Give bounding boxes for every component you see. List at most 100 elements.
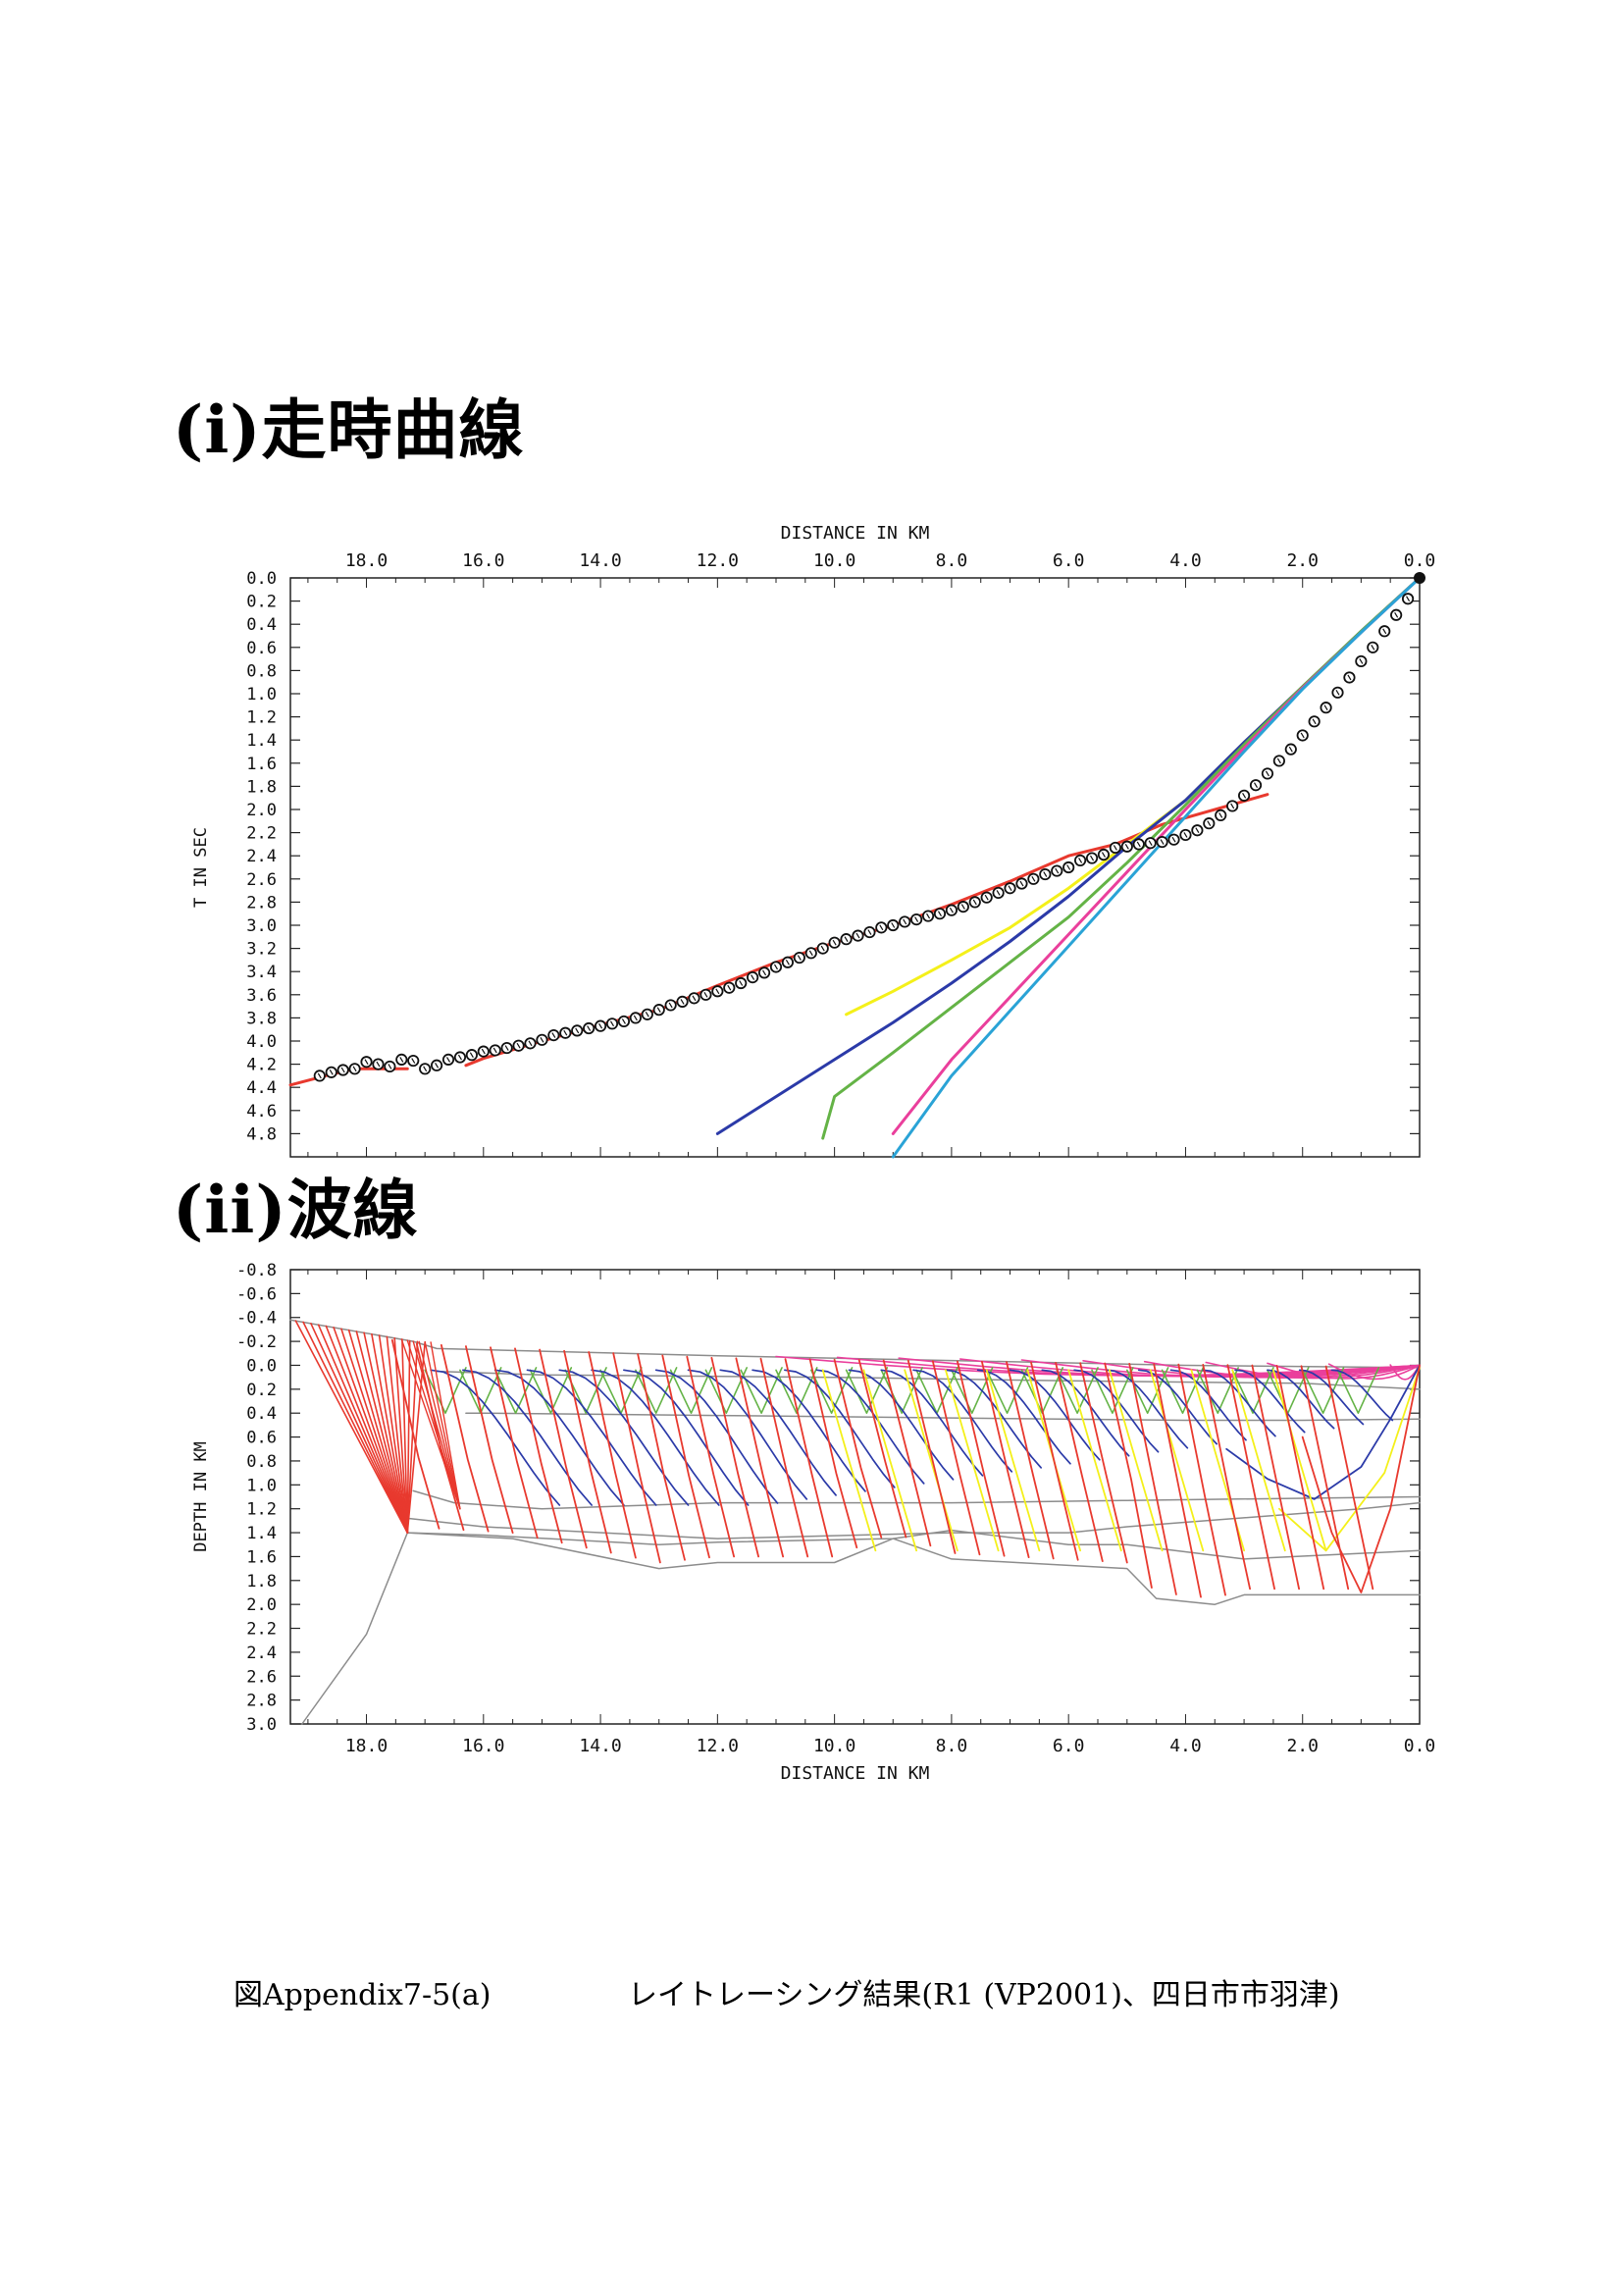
ray-blue	[654, 1369, 779, 1504]
observed-pick-mark	[773, 964, 779, 970]
ray-red	[1153, 1363, 1202, 1598]
observed-pick-mark	[340, 1067, 345, 1073]
ray-blue	[848, 1369, 955, 1481]
ray-red	[857, 1359, 907, 1539]
x-axis-title: DISTANCE IN KM	[781, 1763, 930, 1784]
x-tick-label: 0.0	[1404, 1736, 1436, 1756]
ray-blue	[526, 1369, 657, 1506]
ray-blue	[462, 1369, 593, 1506]
y-tick-label: 0.0	[246, 569, 277, 589]
y-tick-label: 2.2	[246, 1620, 277, 1640]
x-tick-label: 18.0	[345, 1736, 388, 1756]
raypath-heading: (ii)波線	[173, 1172, 419, 1248]
ray-red	[412, 1340, 461, 1510]
y-tick-label: 2.6	[246, 1667, 277, 1687]
ray-green	[669, 1367, 713, 1414]
figure-number: 図Appendix7-5(a)	[233, 1978, 492, 2012]
y-axis-title: T IN SEC	[191, 827, 211, 908]
ray-yellow	[1272, 1369, 1327, 1552]
ray-green	[424, 1367, 467, 1414]
observed-pick-mark	[1359, 658, 1364, 664]
y-tick-label: 3.0	[246, 1715, 277, 1735]
ray-red	[371, 1332, 409, 1534]
observed-pick-mark	[891, 922, 896, 928]
observed-pick-mark	[317, 1072, 322, 1079]
ray-yellow	[821, 1369, 877, 1552]
y-tick-label: 4.2	[246, 1056, 277, 1075]
ray-red	[347, 1329, 409, 1534]
ray-red	[612, 1352, 661, 1564]
ray-blue	[945, 1369, 1042, 1469]
x-tick-label: 2.0	[1286, 1736, 1319, 1756]
ray-yellow	[904, 1369, 958, 1552]
ray-green	[740, 1367, 783, 1414]
observed-pick-mark	[423, 1066, 428, 1072]
y-tick-label: 4.6	[246, 1102, 277, 1122]
ray-green	[635, 1367, 678, 1414]
observed-pick-mark	[621, 1018, 626, 1024]
y-tick-label: 2.4	[246, 847, 277, 866]
plot-frame	[289, 577, 1421, 1158]
ray-blue	[784, 1369, 896, 1488]
ray-red	[363, 1331, 409, 1534]
y-tick-label: 3.2	[246, 940, 277, 960]
observed-pick-mark	[937, 911, 942, 917]
observed-pick-mark	[1276, 757, 1281, 764]
observed-pick-mark	[1406, 596, 1411, 602]
x-tick-label: 4.0	[1169, 550, 1202, 571]
y-tick-label: 0.8	[246, 1452, 277, 1472]
observed-pick-mark	[797, 955, 802, 961]
y-tick-label: -0.2	[236, 1332, 277, 1352]
y-tick-label: 1.2	[246, 1500, 277, 1520]
ray-red	[563, 1349, 612, 1554]
observed-pick-mark	[692, 995, 697, 1002]
ray-blue	[1041, 1369, 1130, 1457]
ray-blue	[558, 1369, 690, 1506]
observed-pick-mark	[1101, 852, 1106, 858]
y-tick-label: 1.6	[246, 1547, 277, 1567]
ray-blue	[1225, 1364, 1421, 1500]
observed-pick-mark	[1242, 793, 1247, 799]
x-tick-label: 10.0	[813, 1736, 855, 1756]
ray-yellow	[1278, 1367, 1421, 1552]
ray-green	[704, 1367, 748, 1414]
observed-pick-mark	[996, 890, 1001, 896]
observed-pick-mark	[1195, 827, 1200, 834]
observed-pick-mark	[1090, 855, 1095, 861]
ray-red	[661, 1354, 710, 1559]
x-tick-label: 16.0	[462, 1736, 504, 1756]
observed-pick-mark	[1312, 718, 1317, 725]
observed-pick-mark	[656, 1007, 661, 1013]
observed-pick-mark	[1183, 832, 1188, 838]
y-tick-label: 2.8	[246, 1692, 277, 1711]
observed-pick-mark	[1124, 843, 1129, 850]
y-tick-label: 2.2	[246, 824, 277, 844]
y-tick-label: 1.0	[246, 1476, 277, 1495]
observed-pick-mark	[879, 924, 884, 931]
observed-pick-mark	[1148, 840, 1153, 847]
observed-pick-mark	[528, 1040, 533, 1047]
y-tick-label: 1.4	[246, 731, 277, 751]
observed-pick-mark	[1300, 732, 1305, 739]
observed-pick-mark	[633, 1015, 638, 1021]
observed-pick-mark	[1160, 839, 1165, 845]
y-tick-label: 3.8	[246, 1009, 277, 1028]
y-tick-label: 3.6	[246, 986, 277, 1006]
observed-pick-mark	[516, 1042, 521, 1049]
ray-blue	[751, 1369, 866, 1492]
ray-yellow	[1109, 1369, 1164, 1552]
y-tick-label: 2.6	[246, 870, 277, 890]
ray-yellow	[1067, 1369, 1122, 1552]
observed-pick-mark	[457, 1054, 462, 1061]
ray-blue	[1009, 1369, 1101, 1461]
ray-red	[1030, 1361, 1079, 1561]
ray-red	[302, 1321, 409, 1534]
ray-red	[808, 1358, 858, 1549]
observed-pick-mark	[820, 945, 825, 952]
observed-pick-mark	[668, 1002, 673, 1009]
ray-red	[1226, 1364, 1275, 1591]
ray-red	[539, 1348, 588, 1549]
observed-pick-mark	[446, 1057, 451, 1063]
x-tick-label: 18.0	[345, 550, 388, 571]
layer-boundary	[406, 1532, 1421, 1605]
